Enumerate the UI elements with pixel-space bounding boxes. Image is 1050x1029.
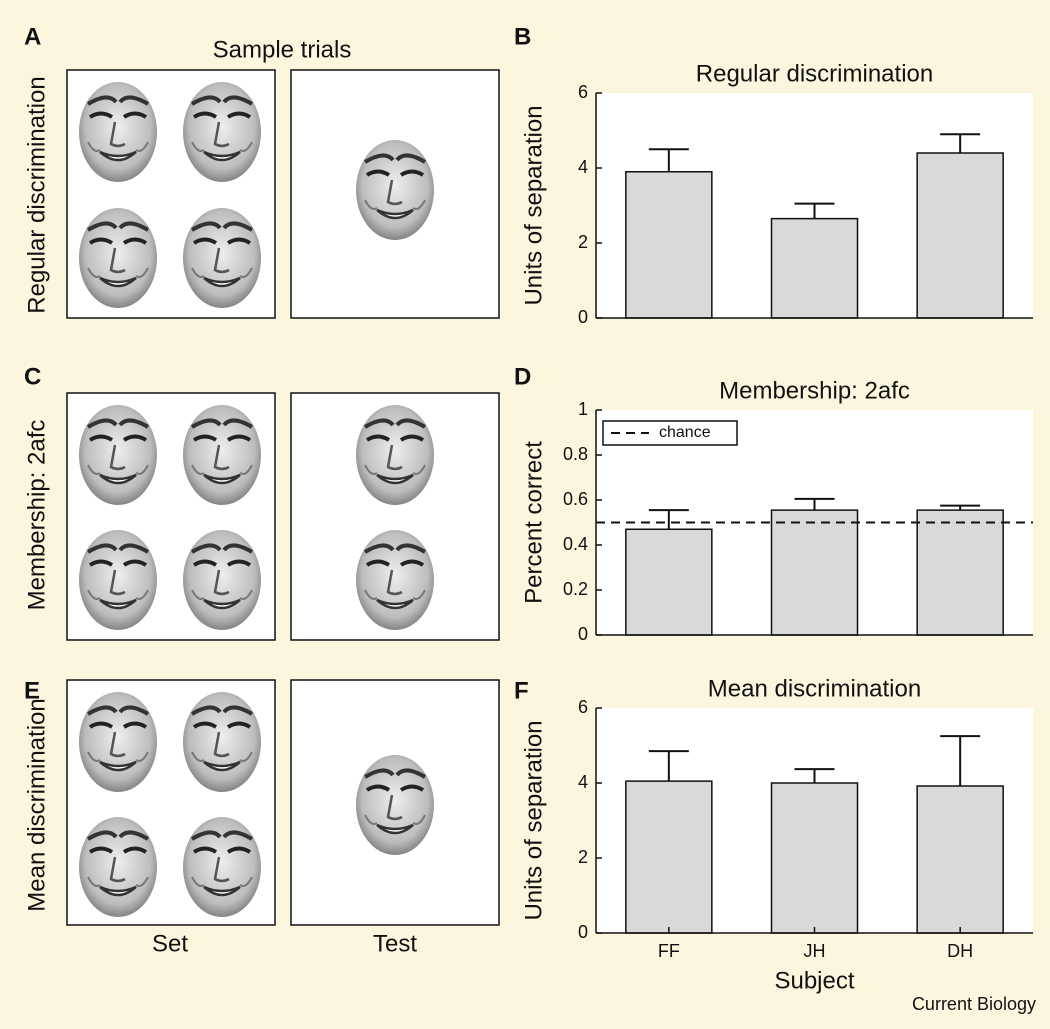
bar (625, 171, 713, 319)
y-tick-label: 2 (578, 232, 588, 252)
chart-title: Regular discrimination (696, 60, 933, 87)
chart-title: Membership: 2afc (719, 377, 910, 404)
face (181, 80, 263, 184)
bar (916, 785, 1004, 934)
y-tick-label: 4 (578, 157, 588, 177)
chart-title: Mean discrimination (708, 675, 921, 702)
y-axis-label: Units of separation (520, 720, 547, 920)
y-tick-label: 0.8 (563, 444, 588, 464)
face (77, 206, 159, 310)
panel-letter: B (514, 23, 531, 50)
y-tick-label: 0 (578, 624, 588, 644)
y-tick-label: 0.2 (563, 579, 588, 599)
panel-letter: E (24, 677, 40, 704)
y-tick-label: 6 (578, 697, 588, 717)
sample-panels (66, 69, 500, 926)
credit: Current Biology (912, 994, 1036, 1014)
y-axis-label: Percent correct (520, 441, 547, 604)
y-tick-label: 0.6 (563, 489, 588, 509)
column-label: Test (373, 930, 417, 957)
legend-label: chance (659, 424, 711, 441)
row-label: Membership: 2afc (23, 420, 50, 611)
x-tick-label: JH (804, 941, 826, 961)
y-tick-label: 4 (578, 772, 588, 792)
y-axis-label: Units of separation (520, 105, 547, 305)
face (77, 815, 159, 919)
bar (770, 509, 859, 636)
bar (916, 509, 1004, 636)
bar (625, 780, 713, 934)
legend-box (602, 420, 738, 446)
y-tick-label: 2 (578, 847, 588, 867)
x-tick-label: FF (658, 941, 680, 961)
bar (625, 528, 713, 636)
face (77, 80, 159, 184)
bar (770, 782, 859, 934)
panel-letter: F (514, 677, 529, 704)
face (77, 403, 159, 507)
y-tick-label: 0 (578, 922, 588, 942)
row-label: Mean discrimination (23, 698, 50, 911)
panel-letter: D (514, 363, 531, 390)
x-tick-label: DH (947, 941, 973, 961)
bar (770, 217, 859, 319)
face (181, 528, 263, 632)
face (354, 138, 436, 242)
face (354, 753, 436, 857)
x-axis-label: Subject (774, 967, 854, 994)
panel-letter: C (24, 363, 41, 390)
y-tick-label: 0.4 (563, 534, 588, 554)
sample-title: Sample trials (213, 36, 352, 63)
row-label: Regular discrimination (23, 76, 50, 313)
face (77, 528, 159, 632)
face (354, 528, 436, 632)
face (181, 815, 263, 919)
panel-letter: A (24, 23, 41, 50)
face (181, 690, 263, 794)
column-label: Set (152, 930, 188, 957)
face (77, 690, 159, 794)
face (181, 403, 263, 507)
y-tick-label: 0 (578, 307, 588, 327)
face (181, 206, 263, 310)
face (354, 403, 436, 507)
bar (916, 152, 1004, 319)
y-tick-label: 6 (578, 82, 588, 102)
y-tick-label: 1 (578, 399, 588, 419)
